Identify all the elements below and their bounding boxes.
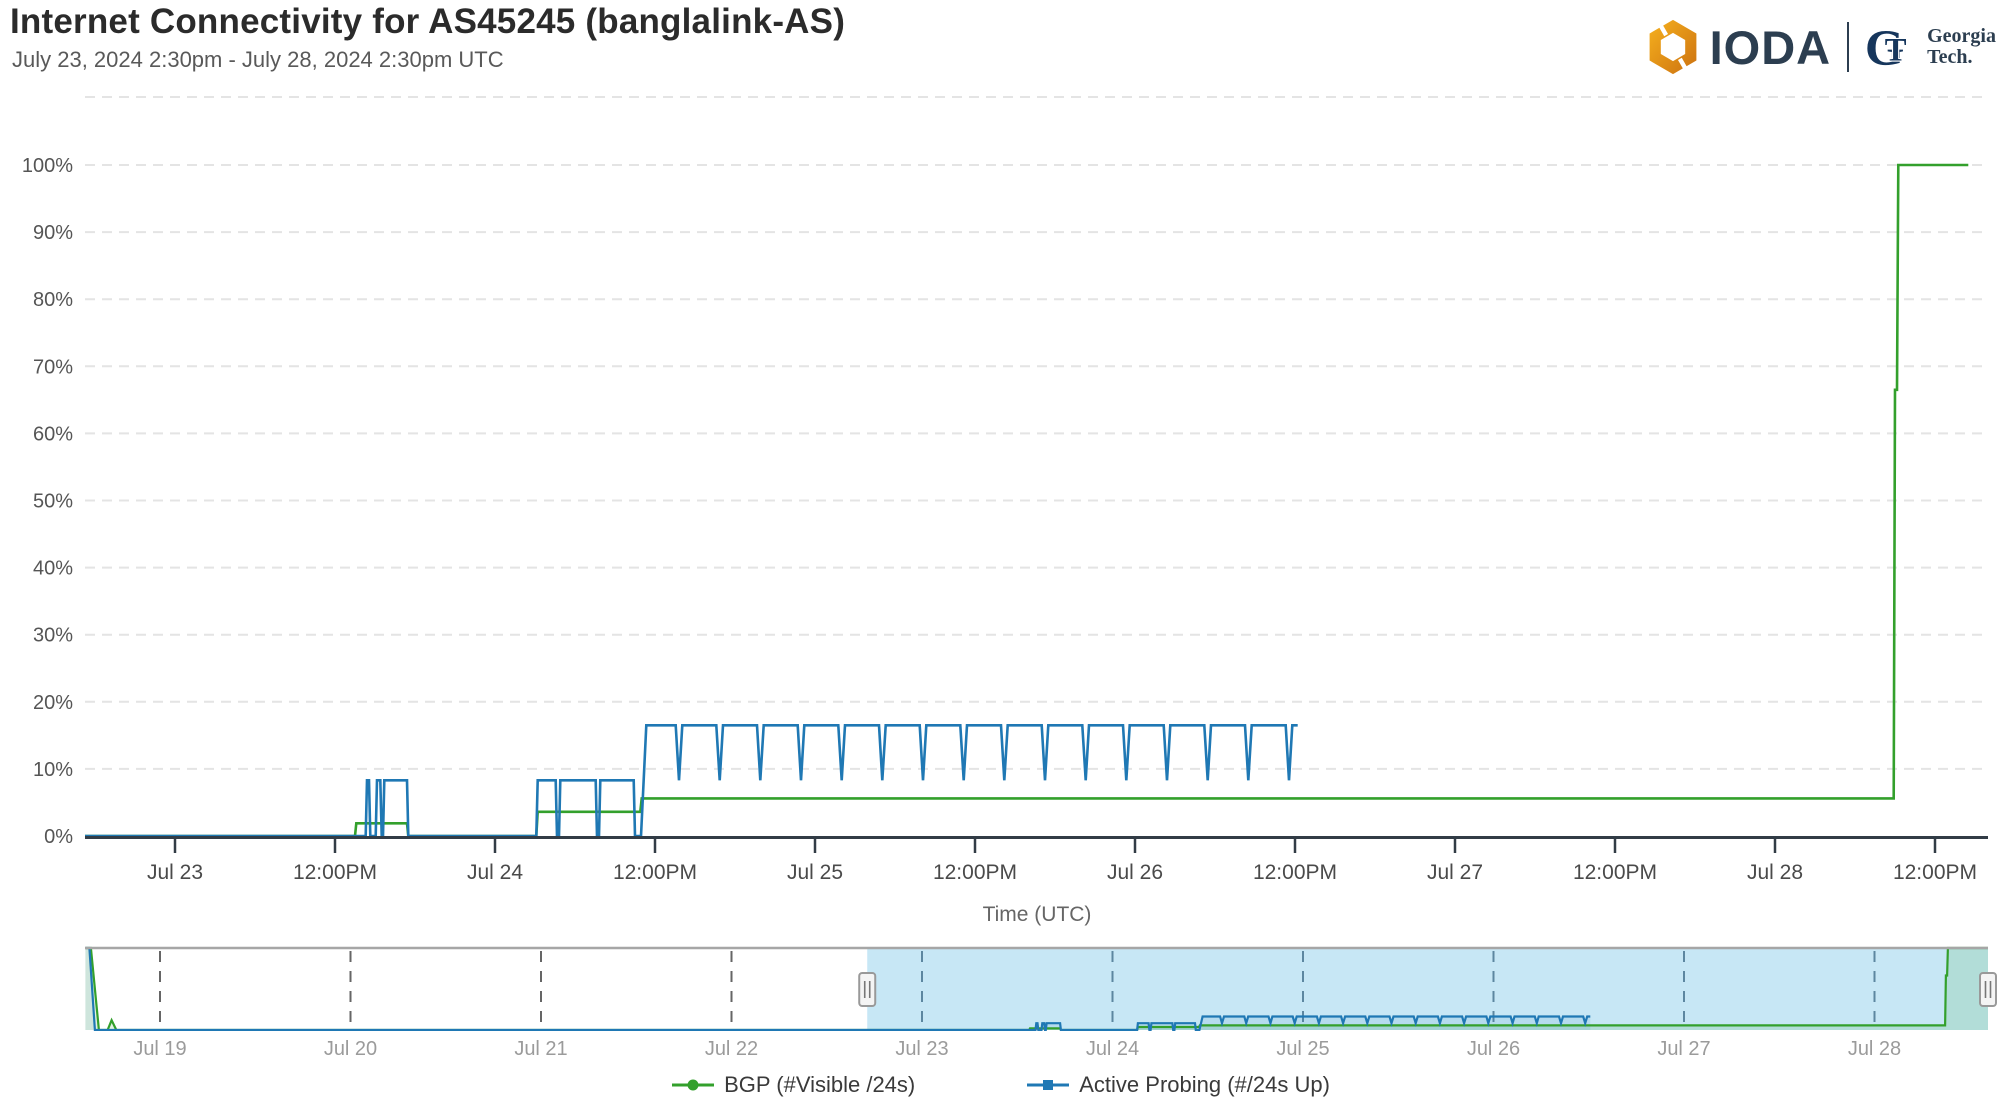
- legend-item-active-probing[interactable]: Active Probing (#/24s Up): [1025, 1072, 1330, 1098]
- georgia-tech-gt-icon: G T: [1865, 20, 1908, 75]
- navigator-date-label: Jul 21: [514, 1038, 567, 1060]
- y-axis-label: 70%: [33, 356, 73, 378]
- navigator-date-label: Jul 25: [1276, 1038, 1329, 1060]
- navigator-date-label: Jul 28: [1848, 1038, 1901, 1060]
- x-axis-label: Jul 26: [1107, 861, 1163, 884]
- gt-word-line2: Tech.: [1927, 46, 1973, 68]
- x-axis-label: Jul 27: [1427, 861, 1483, 884]
- navigator-gridlines: Jul 19 Jul 20 Jul 21 Jul 22 Jul 23 Jul 24 Jul …: [133, 951, 1901, 1060]
- navigator-date-label: Jul 24: [1086, 1038, 1139, 1060]
- gt-word-line1: Georgia: [1927, 25, 1996, 47]
- navigator-date-label: Jul 23: [895, 1038, 948, 1060]
- navigator-date-label: Jul 22: [705, 1038, 758, 1060]
- x-axis-title: Time (UTC): [982, 903, 1092, 926]
- navigator-date-label: Jul 27: [1657, 1038, 1710, 1060]
- y-axis-label: 80%: [33, 289, 73, 311]
- legend-label-active-probing: Active Probing (#/24s Up): [1079, 1072, 1330, 1097]
- probing-legend-marker-icon: [1027, 1080, 1070, 1090]
- y-axis-label: 10%: [33, 759, 73, 781]
- logo-divider: [1847, 22, 1850, 72]
- y-axis-label: 60%: [33, 423, 73, 445]
- gt-logo-t: T: [1885, 33, 1907, 69]
- main-gridlines: [85, 96, 1988, 770]
- chart-legend: BGP (#Visible /24s) Active Probing (#/24…: [0, 1072, 2000, 1098]
- y-axis-label: 0%: [44, 826, 73, 848]
- date-range-subtitle: July 23, 2024 2:30pm - July 28, 2024 2:3…: [12, 47, 504, 72]
- ioda-logo-text: IODA: [1709, 20, 1832, 74]
- y-axis-label: 20%: [33, 692, 73, 714]
- navigator-date-label: Jul 26: [1467, 1038, 1520, 1060]
- x-axis-label: 12:00PM: [1893, 861, 1977, 884]
- bgp-legend-marker-icon: [672, 1079, 715, 1091]
- y-axis-label: 30%: [33, 625, 73, 647]
- x-axis-label: 12:00PM: [293, 861, 377, 884]
- georgia-tech-wordmark: Georgia Tech.: [1927, 26, 1996, 68]
- active-probing-line: [85, 723, 1298, 838]
- y-axis-label: 90%: [33, 222, 73, 244]
- navigator-date-label: Jul 20: [324, 1038, 377, 1060]
- navigator-right-handle[interactable]: [1979, 972, 1997, 1007]
- navigator-series: [85, 946, 1988, 1031]
- navigator-date-label: Jul 19: [133, 1038, 186, 1060]
- legend-item-bgp[interactable]: BGP (#Visible /24s): [670, 1072, 915, 1098]
- x-axis-label: Jul 23: [147, 861, 203, 884]
- y-axis-label: 100%: [22, 155, 73, 177]
- gt-logo-g: G: [1865, 20, 1904, 75]
- y-axis-label: 40%: [33, 558, 73, 580]
- navigator-probing-line: [85, 946, 1591, 1031]
- legend-label-bgp: BGP (#Visible /24s): [724, 1072, 916, 1097]
- y-axis-label: 50%: [33, 491, 73, 513]
- navigator-left-handle[interactable]: [858, 972, 877, 1007]
- y-axis-labels: 0% 10% 20% 30% 40% 50% 60% 70% 80% 90% 100%: [22, 155, 73, 848]
- x-axis-label: Jul 25: [787, 861, 843, 884]
- x-axis-label: Jul 28: [1747, 861, 1803, 884]
- logo-block: IODA G T Georgia Tech.: [1644, 16, 1996, 78]
- x-axis: Jul 23 12:00PM Jul 24 12:00PM Jul 25 12:00PM J…: [85, 836, 1988, 884]
- x-axis-label: Jul 24: [467, 861, 523, 884]
- x-axis-label: 12:00PM: [1253, 861, 1337, 884]
- page-title: Internet Connectivity for AS45245 (bangl…: [10, 2, 846, 41]
- ioda-hexagon-icon: [1649, 17, 1697, 77]
- x-axis-label: 12:00PM: [933, 861, 1017, 884]
- x-axis-label: 12:00PM: [613, 861, 697, 884]
- x-axis-label: 12:00PM: [1573, 861, 1657, 884]
